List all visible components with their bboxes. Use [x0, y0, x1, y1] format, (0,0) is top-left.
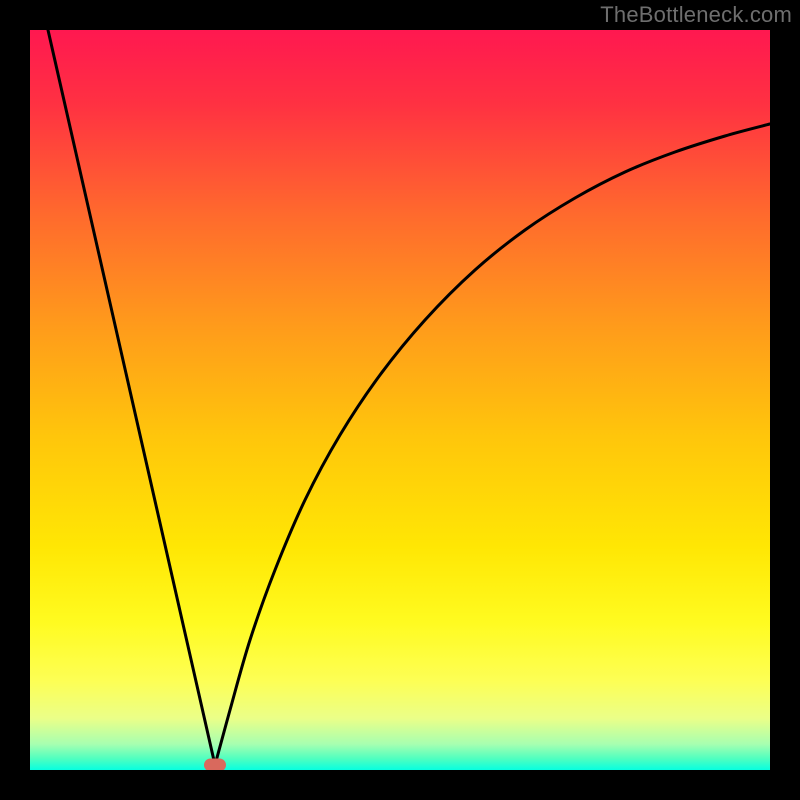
apex-marker — [204, 759, 226, 771]
plot-background — [30, 30, 770, 770]
watermark-text: TheBottleneck.com — [600, 2, 792, 28]
bottleneck-chart — [30, 30, 770, 770]
chart-frame: TheBottleneck.com — [0, 0, 800, 800]
